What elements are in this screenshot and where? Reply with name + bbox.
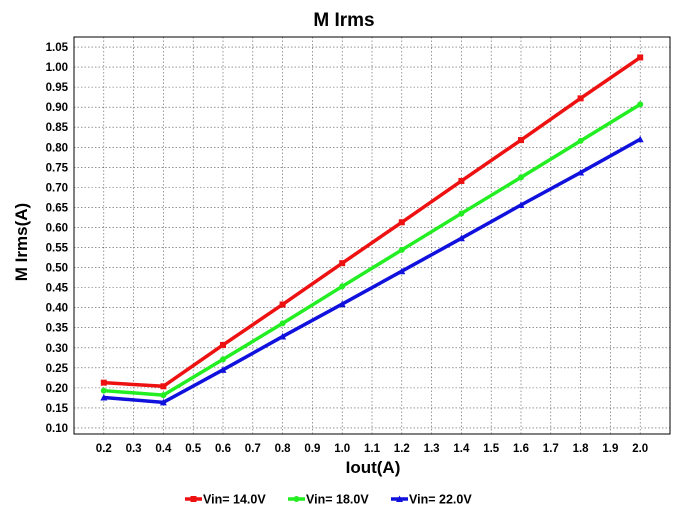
y-tick-label: 0.15: [46, 403, 69, 415]
data-point: [398, 219, 405, 226]
data-point: [190, 496, 197, 502]
series-2: [100, 101, 644, 399]
data-point: [293, 496, 300, 502]
data-point: [100, 394, 108, 401]
data-point: [637, 101, 644, 108]
data-point: [220, 356, 226, 363]
legend-item: Vin= 22.0V: [391, 493, 472, 507]
data-point: [339, 283, 346, 290]
y-tick-label: 0.20: [46, 383, 68, 395]
y-tick-label: 0.75: [46, 162, 69, 174]
data-point: [160, 392, 167, 399]
x-tick-label: 1.1: [364, 443, 381, 455]
series-layer: [100, 54, 644, 406]
y-tick-label: 1.05: [46, 42, 69, 54]
y-axis-label: M Irms(A): [12, 203, 31, 281]
data-point: [279, 301, 286, 308]
data-point: [100, 387, 107, 394]
x-tick-label: 1.5: [483, 443, 500, 455]
x-tick-label: 0.9: [304, 443, 320, 455]
y-tick-label: 0.85: [46, 122, 69, 134]
y-tick-label: 0.30: [46, 343, 68, 355]
data-point: [339, 260, 346, 267]
y-tick-label: 0.35: [46, 323, 69, 335]
data-point: [398, 246, 405, 253]
series-line: [103, 137, 642, 405]
x-tick-label: 1.8: [573, 443, 590, 455]
data-point: [517, 201, 525, 209]
legend-item: Vin= 18.0V: [288, 493, 369, 507]
data-point: [458, 210, 465, 217]
data-point: [518, 137, 524, 144]
data-point: [577, 95, 584, 102]
x-tick-label: 0.8: [275, 443, 292, 455]
data-point: [636, 135, 644, 143]
data-point: [279, 320, 286, 327]
plot-frame: [73, 36, 671, 435]
x-tick-label: 1.4: [453, 443, 470, 455]
x-tick-label: 0.5: [185, 443, 202, 455]
series-line: [103, 102, 642, 397]
y-tick-label: 0.95: [46, 82, 69, 94]
y-tick-label: 0.80: [46, 142, 68, 154]
legend-label: Vin= 14.0V: [203, 493, 266, 507]
data-point: [159, 398, 167, 406]
chart-title: M Irms: [313, 10, 374, 31]
data-point: [577, 137, 584, 144]
x-tick-label: 1.2: [394, 443, 410, 455]
y-tick-label: 0.90: [46, 102, 68, 114]
x-axis-label: Iout(A): [346, 458, 401, 477]
legend-label: Vin= 18.0V: [306, 493, 369, 507]
y-tick-label: 0.25: [46, 363, 69, 375]
data-point: [100, 379, 107, 386]
data-point: [458, 177, 465, 184]
y-tick-label: 0.45: [46, 283, 69, 295]
data-point: [338, 300, 346, 308]
y-tick-label: 0.10: [46, 423, 68, 435]
x-tick-label: 0.4: [155, 443, 172, 455]
data-point: [577, 169, 585, 176]
data-point: [160, 383, 167, 390]
y-tick-label: 1.00: [46, 62, 68, 74]
legend-label: Vin= 22.0V: [409, 493, 472, 507]
data-point: [518, 174, 524, 181]
y-tick-label: 0.70: [46, 182, 68, 194]
data-point: [220, 341, 226, 348]
data-point: [398, 267, 406, 275]
y-axis-ticks: 0.10 0.15 0.20 0.25 0.30 0.35 0.40 0.45 0.50 0.55…: [46, 42, 69, 435]
x-tick-label: 2.0: [632, 443, 648, 455]
data-point: [279, 333, 287, 340]
y-tick-label: 0.40: [46, 303, 68, 315]
x-tick-label: 1.0: [334, 443, 350, 455]
y-tick-label: 0.65: [46, 202, 69, 214]
x-tick-label: 1.9: [602, 443, 618, 455]
x-tick-label: 1.3: [424, 443, 440, 455]
data-point: [219, 366, 227, 373]
series-1: [100, 54, 644, 390]
x-tick-label: 0.7: [245, 443, 261, 455]
x-tick-label: 0.2: [96, 443, 112, 455]
data-point: [396, 495, 403, 502]
x-tick-label: 1.6: [513, 443, 529, 455]
y-tick-label: 0.50: [46, 263, 68, 275]
x-tick-label: 0.3: [126, 443, 142, 455]
x-axis-ticks: 0.2 0.3 0.4 0.5 0.6 0.7 0.8 0.9 1.0 1.1 1.2 1.3 1.4 1…: [96, 443, 648, 455]
data-point: [637, 54, 644, 61]
legend: Vin= 14.0V Vin= 18.0V Vin= 22.0V: [185, 493, 472, 507]
x-tick-label: 1.7: [543, 443, 559, 455]
y-tick-label: 0.55: [46, 243, 69, 255]
series-line: [103, 56, 642, 389]
x-tick-label: 0.6: [215, 443, 231, 455]
series-3: [100, 135, 644, 406]
data-point: [457, 234, 465, 242]
y-tick-label: 0.60: [46, 222, 68, 234]
legend-item: Vin= 14.0V: [185, 493, 266, 507]
